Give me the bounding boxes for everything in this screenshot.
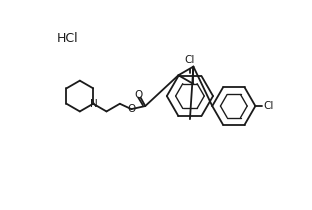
Text: Cl: Cl [185,55,195,65]
Text: Cl: Cl [263,101,273,111]
Text: O: O [134,89,143,100]
Text: O: O [127,104,135,114]
Text: HCl: HCl [57,32,78,45]
Text: N: N [90,99,98,109]
